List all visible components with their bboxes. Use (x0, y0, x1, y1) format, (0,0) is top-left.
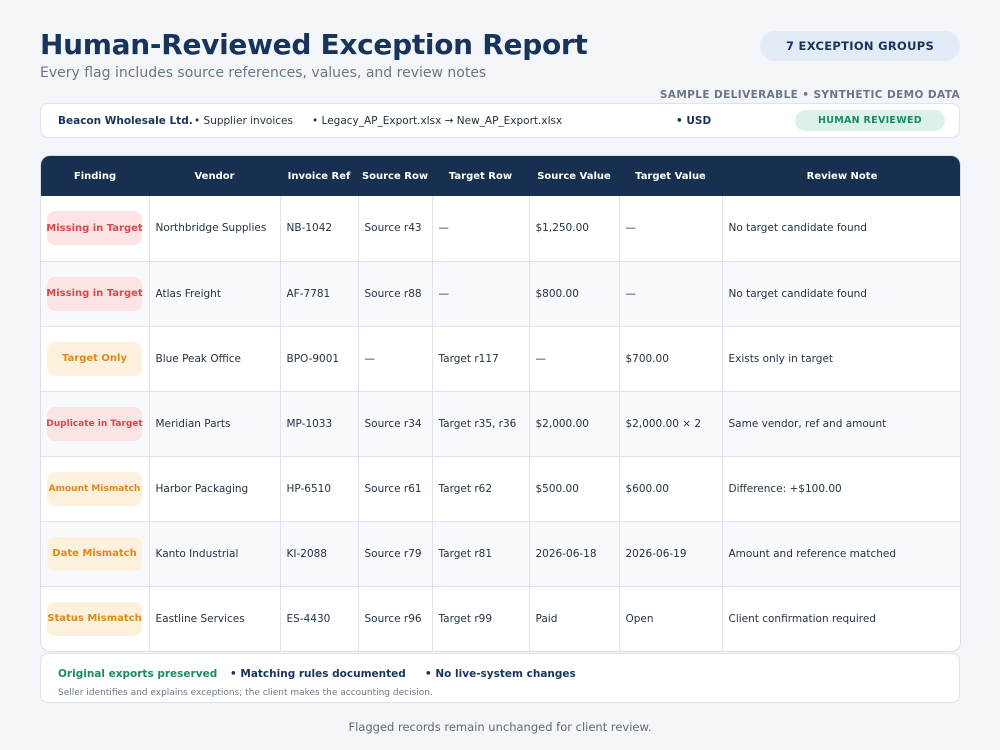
target-row-cell: Target r117 (432, 326, 530, 392)
source-row-cell: Source r96 (358, 586, 433, 651)
table-row: Status Mismatch Eastline Services ES-443… (41, 586, 960, 651)
finding-badge: Date Mismatch (47, 536, 142, 571)
table-row: Missing in Target Northbridge Supplies N… (41, 196, 960, 262)
page-subtitle: Every flag includes source references, v… (40, 65, 487, 81)
vendor-cell: Eastline Services (149, 586, 281, 651)
source-row-cell: Source r88 (358, 261, 433, 327)
review-note-cell: No target candidate found (722, 196, 960, 262)
bottom-note: Flagged records remain unchanged for cli… (348, 720, 652, 734)
column-header: Vendor (194, 170, 235, 182)
source-value-cell: Paid (529, 586, 620, 651)
invoice-ref-cell: MP-1033 (280, 391, 359, 457)
currency: • USD (676, 114, 712, 127)
target-row-cell: Target r81 (432, 521, 530, 587)
target-row-cell: Target r35, r36 (432, 391, 530, 457)
exception-groups-badge: 7 EXCEPTION GROUPS (760, 31, 960, 61)
target-value-cell: $600.00 (619, 456, 723, 522)
source-row-cell: Source r43 (358, 196, 433, 262)
report-info-bar: Beacon Wholesale Ltd. • Supplier invoice… (40, 103, 960, 138)
target-value-cell: — (619, 261, 723, 327)
column-header: Review Note (806, 170, 878, 182)
source-value-cell: — (529, 326, 620, 392)
invoice-ref-cell: BPO-9001 (280, 326, 359, 392)
target-value-cell: $700.00 (619, 326, 723, 392)
source-value-cell: $1,250.00 (529, 196, 620, 262)
document-type: • Supplier invoices (194, 114, 293, 127)
table-header-row: Finding Vendor Invoice Ref Source Row Ta… (41, 156, 960, 196)
table-row: Date Mismatch Kanto Industrial KI-2088 S… (41, 521, 960, 587)
target-row-cell: — (432, 196, 530, 262)
finding-badge: Status Mismatch (47, 601, 142, 636)
source-value-cell: 2026-06-18 (529, 521, 620, 587)
source-value-cell: $800.00 (529, 261, 620, 327)
finding-badge: Amount Mismatch (47, 471, 142, 506)
review-note-cell: Amount and reference matched (722, 521, 960, 587)
column-header: Invoice Ref (287, 170, 351, 182)
exports-preserved-note: Original exports preserved (58, 668, 218, 680)
target-row-cell: Target r99 (432, 586, 530, 651)
source-row-cell: Source r61 (358, 456, 433, 522)
export-files: • Legacy_AP_Export.xlsx → New_AP_Export.… (312, 114, 563, 127)
page-title: Human-Reviewed Exception Report (40, 28, 588, 61)
vendor-cell: Northbridge Supplies (149, 196, 281, 262)
no-live-changes-note: • No live-system changes (425, 668, 576, 680)
exception-table: Finding Vendor Invoice Ref Source Row Ta… (41, 156, 960, 651)
source-row-cell: Source r34 (358, 391, 433, 457)
exception-table-container: Finding Vendor Invoice Ref Source Row Ta… (40, 155, 961, 652)
finding-badge: Missing in Target (46, 211, 143, 246)
disclaimer-text: Seller identifies and explains exception… (58, 688, 433, 698)
column-header: Source Row (361, 170, 429, 182)
finding-badge: Missing in Target (46, 276, 143, 311)
invoice-ref-cell: ES-4430 (280, 586, 359, 651)
target-row-cell: Target r62 (432, 456, 530, 522)
invoice-ref-cell: KI-2088 (280, 521, 359, 587)
assurance-footer: Original exports preserved • Matching ru… (40, 653, 960, 703)
target-row-cell: — (432, 261, 530, 327)
column-header: Target Row (448, 170, 513, 182)
review-note-cell: Same vendor, ref and amount (722, 391, 960, 457)
finding-badge: Duplicate in Target (46, 406, 143, 441)
vendor-cell: Harbor Packaging (149, 456, 281, 522)
invoice-ref-cell: NB-1042 (280, 196, 359, 262)
column-header: Source Value (537, 170, 611, 182)
target-value-cell: — (619, 196, 723, 262)
source-value-cell: $500.00 (529, 456, 620, 522)
vendor-cell: Blue Peak Office (149, 326, 281, 392)
review-note-cell: Exists only in target (722, 326, 960, 392)
company-name: Beacon Wholesale Ltd. (58, 114, 193, 127)
review-note-cell: Difference: +$100.00 (722, 456, 960, 522)
finding-badge: Target Only (47, 341, 142, 376)
invoice-ref-cell: AF-7781 (280, 261, 359, 327)
table-row: Amount Mismatch Harbor Packaging HP-6510… (41, 456, 960, 522)
source-row-cell: — (358, 326, 433, 392)
sample-deliverable-note: SAMPLE DELIVERABLE • SYNTHETIC DEMO DATA (659, 89, 960, 101)
target-value-cell: 2026-06-19 (619, 521, 723, 587)
target-value-cell: Open (619, 586, 723, 651)
review-status-badge: HUMAN REVIEWED (795, 110, 945, 131)
column-header: Finding (73, 170, 117, 182)
invoice-ref-cell: HP-6510 (280, 456, 359, 522)
source-row-cell: Source r79 (358, 521, 433, 587)
table-row: Missing in Target Atlas Freight AF-7781 … (41, 261, 960, 327)
column-header: Target Value (635, 170, 706, 182)
source-value-cell: $2,000.00 (529, 391, 620, 457)
table-row: Target Only Blue Peak Office BPO-9001 — … (41, 326, 960, 392)
review-note-cell: Client confirmation required (728, 612, 876, 625)
vendor-cell: Kanto Industrial (149, 521, 281, 587)
matching-rules-note: • Matching rules documented (230, 668, 406, 680)
vendor-cell: Atlas Freight (149, 261, 281, 327)
vendor-cell: Meridian Parts (149, 391, 281, 457)
table-row: Duplicate in Target Meridian Parts MP-10… (41, 391, 960, 457)
review-note-cell: No target candidate found (722, 261, 960, 327)
target-value-cell: $2,000.00 × 2 (619, 391, 723, 457)
